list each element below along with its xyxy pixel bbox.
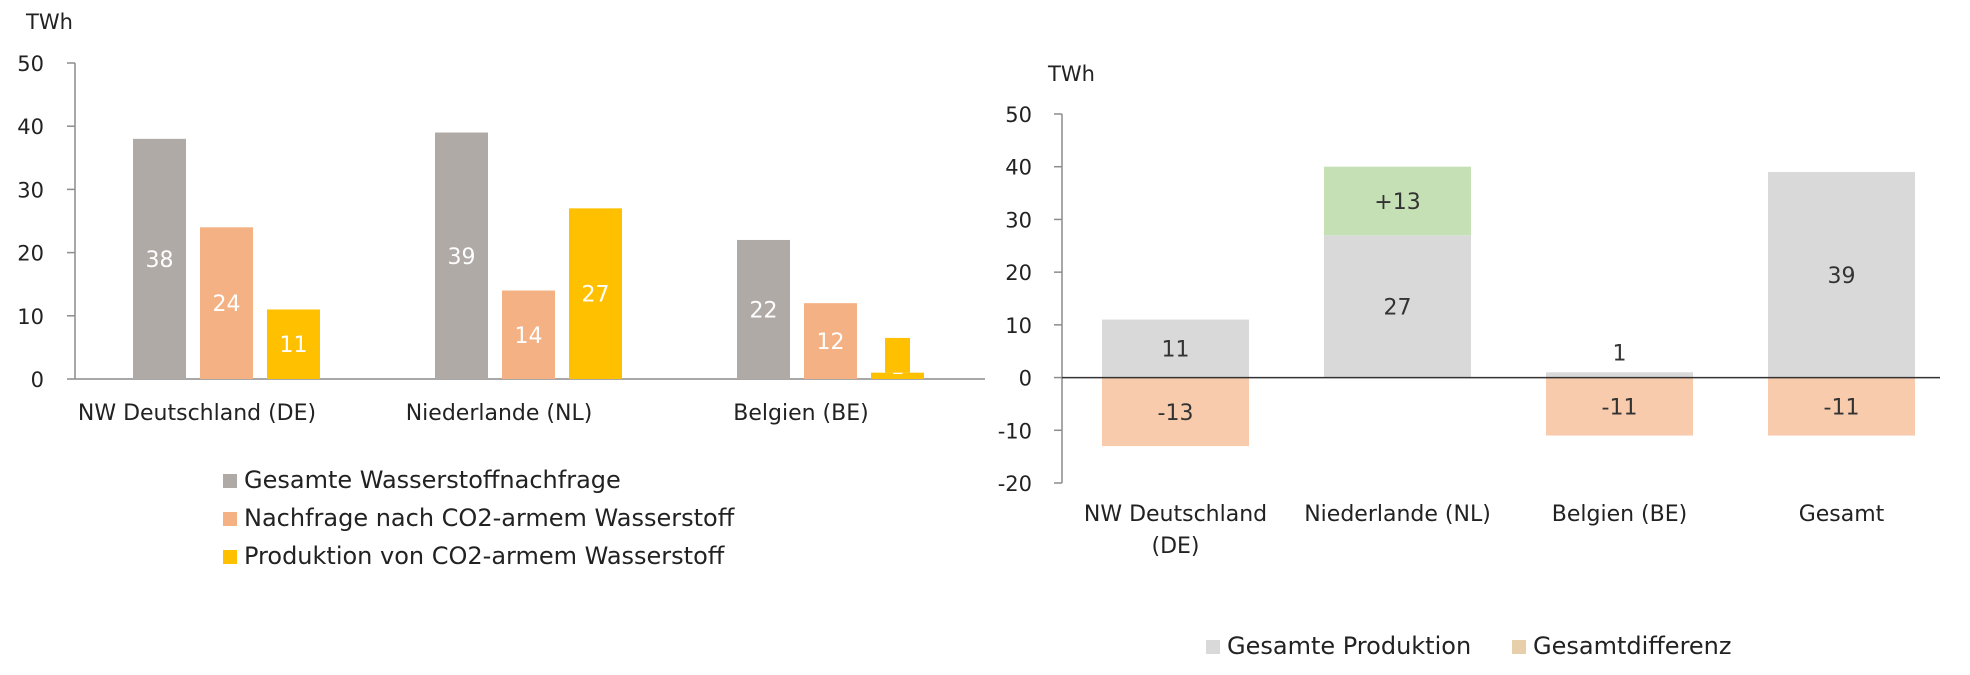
y-tick-label: 20 <box>17 242 44 266</box>
data-label: 39 <box>1828 264 1856 289</box>
bar <box>737 239 790 379</box>
data-label: +13 <box>1374 190 1420 215</box>
legend-label: Nachfrage nach CO2-armem Wasserstoff <box>244 504 735 532</box>
y-tick-label: -10 <box>998 419 1032 443</box>
y-tick-label: 10 <box>1005 314 1032 338</box>
bar <box>200 227 253 379</box>
x-category-label: Belgien (BE) <box>733 401 868 426</box>
data-label: 1 <box>1613 341 1627 366</box>
bar <box>1546 372 1693 378</box>
data-label: -13 <box>1158 401 1194 426</box>
x-category-label: Gesamt <box>1799 502 1885 527</box>
x-category-label: Niederlande (NL) <box>1304 502 1491 527</box>
bar <box>267 309 320 379</box>
bar <box>502 290 555 379</box>
x-category-label: (DE) <box>1151 534 1199 559</box>
bar <box>1324 235 1471 378</box>
bar <box>804 303 857 379</box>
bar <box>1546 377 1693 436</box>
data-label: 38 <box>146 248 174 273</box>
data-label: 12 <box>817 330 845 355</box>
legend-swatch <box>223 474 237 488</box>
data-label: 39 <box>448 245 476 270</box>
legend-label: Produktion von CO2-armem Wasserstoff <box>244 542 725 570</box>
bar <box>1102 319 1249 378</box>
x-category-label: Belgien (BE) <box>1552 502 1687 527</box>
data-label: -11 <box>1602 396 1638 421</box>
legend-label: Gesamtdifferenz <box>1533 632 1731 660</box>
bar <box>1324 166 1471 236</box>
bar <box>871 372 924 379</box>
bar <box>569 208 622 379</box>
y-tick-label: 10 <box>17 305 44 329</box>
chart-right: TWh -20 -10 0 10 20 30 40 50 11 -13 NW Deutschland (… <box>998 62 1940 660</box>
bar <box>435 132 488 379</box>
y-tick-label: 30 <box>17 178 44 202</box>
bar <box>1768 171 1915 378</box>
legend-label: Gesamte Produktion <box>1227 632 1471 660</box>
legend-swatch <box>223 550 237 564</box>
bar <box>1102 377 1249 447</box>
x-category-label: NW Deutschland <box>1084 502 1267 527</box>
data-label: 24 <box>213 292 241 317</box>
y-axis-unit: TWh <box>25 10 73 34</box>
data-label: 22 <box>750 298 778 323</box>
y-tick-label: 50 <box>17 52 44 76</box>
data-label: 27 <box>582 283 610 308</box>
legend-label: Gesamte Wasserstoffnachfrage <box>244 466 621 494</box>
y-tick-label: 30 <box>1005 208 1032 232</box>
bar-annotation <box>885 337 910 373</box>
y-tick-label: 0 <box>1019 367 1032 391</box>
y-tick-label: 40 <box>1005 156 1032 180</box>
data-label: 11 <box>1162 338 1190 363</box>
y-tick-label: 20 <box>1005 261 1032 285</box>
bar <box>133 138 186 379</box>
data-label: -11 <box>1824 396 1860 421</box>
legend-swatch <box>1512 640 1526 654</box>
y-tick-label: 50 <box>1005 103 1032 127</box>
y-tick-label: 0 <box>31 368 44 392</box>
y-tick-label: -20 <box>998 472 1032 496</box>
data-label: 11 <box>280 333 308 358</box>
y-axis-unit: TWh <box>1047 62 1095 86</box>
bar <box>1768 377 1915 436</box>
chart-left: TWh 0 10 20 30 40 50 NW Deutschland (DE) 38 24 11 N… <box>17 10 985 570</box>
data-label: 14 <box>515 324 543 349</box>
x-category-label: NW Deutschland (DE) <box>78 401 316 426</box>
x-category-label: Niederlande (NL) <box>406 401 593 426</box>
y-tick-label: 40 <box>17 115 44 139</box>
data-label: 27 <box>1384 295 1412 320</box>
legend-swatch <box>1206 640 1220 654</box>
legend-swatch <box>223 512 237 526</box>
